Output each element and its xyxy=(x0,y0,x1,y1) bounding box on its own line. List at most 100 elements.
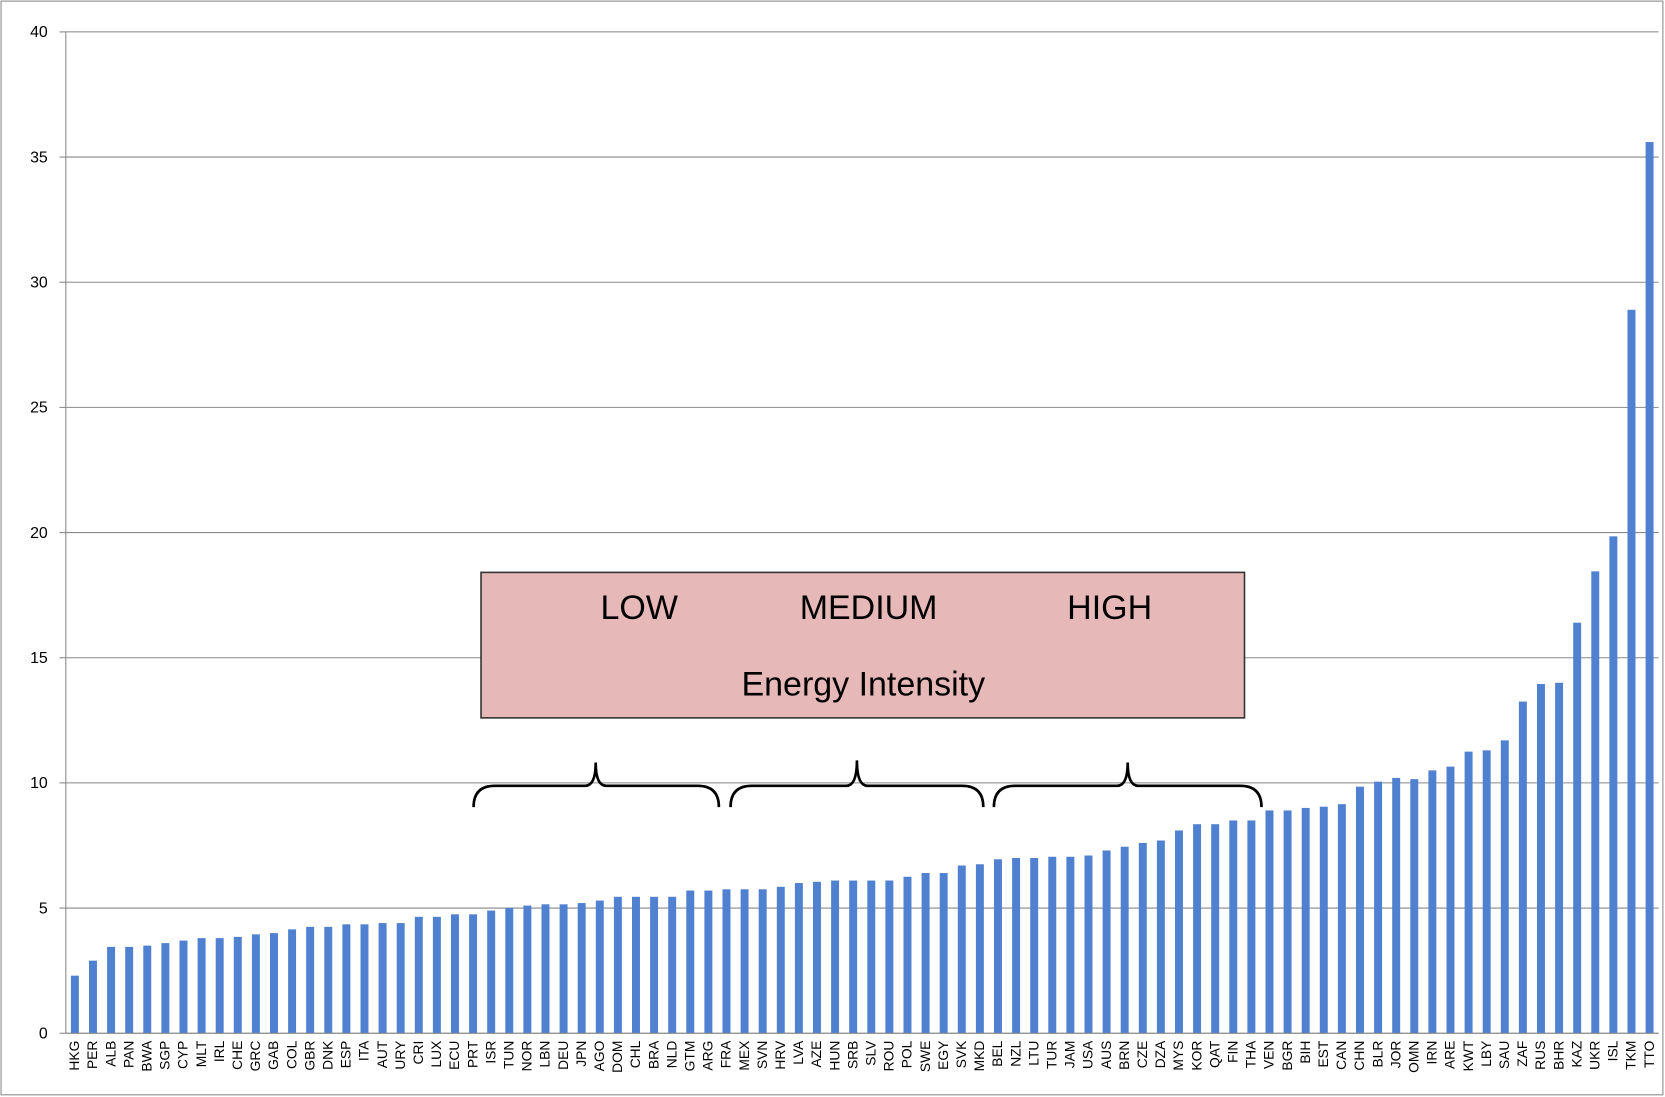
x-tick-label: BRN xyxy=(1117,1041,1132,1070)
bar xyxy=(1536,684,1545,1034)
brace xyxy=(992,762,1263,808)
x-tick-label: GAB xyxy=(266,1041,281,1070)
bar xyxy=(668,896,677,1034)
bar xyxy=(794,883,803,1034)
level-label: HIGH xyxy=(1067,589,1152,627)
x-tick-label: JPN xyxy=(574,1041,589,1067)
x-tick-label: KWT xyxy=(1461,1040,1476,1071)
x-tick-label: BRA xyxy=(646,1040,661,1069)
bar xyxy=(1138,842,1147,1034)
y-tick-label: 20 xyxy=(30,525,48,542)
x-tick-label: IRL xyxy=(212,1040,227,1062)
bar xyxy=(849,880,858,1034)
x-tick-label: CAN xyxy=(1334,1041,1349,1070)
x-tick-label: BWA xyxy=(140,1040,155,1072)
x-tick-label: ARG xyxy=(701,1041,716,1071)
x-tick-label: HKG xyxy=(67,1041,82,1071)
x-tick-label: OMN xyxy=(1407,1041,1422,1073)
x-tick-label: PRT xyxy=(465,1040,480,1068)
x-tick-label: SVN xyxy=(755,1041,770,1069)
x-tick-label: JAM xyxy=(1063,1041,1078,1069)
bar xyxy=(1518,701,1527,1034)
x-tick-label: ROU xyxy=(882,1041,897,1072)
bar xyxy=(1627,309,1636,1034)
bar xyxy=(541,904,550,1034)
x-tick-label: CHE xyxy=(230,1041,245,1070)
x-tick-label: DZA xyxy=(1153,1040,1168,1068)
bar xyxy=(451,914,459,1034)
bar xyxy=(469,914,478,1034)
bar xyxy=(1156,840,1165,1034)
x-tick-label: DOM xyxy=(610,1041,625,1073)
x-tick-label: KOR xyxy=(1189,1041,1204,1071)
x-tick-label: NLD xyxy=(664,1041,679,1069)
y-tick-label: 30 xyxy=(30,275,48,292)
bars xyxy=(70,142,1654,1034)
x-tick-label: ECU xyxy=(447,1041,462,1070)
y-tick-label: 15 xyxy=(30,650,48,667)
braces xyxy=(472,760,1263,808)
x-tick-label: LUX xyxy=(429,1041,444,1068)
y-tick-label: 0 xyxy=(39,1026,48,1043)
bar xyxy=(1066,856,1075,1034)
bar xyxy=(197,938,206,1034)
x-tick-label: SVK xyxy=(954,1040,969,1068)
bar xyxy=(1446,766,1455,1034)
bar xyxy=(1609,536,1618,1034)
bar xyxy=(686,890,695,1034)
x-tick-label: LBY xyxy=(1479,1041,1494,1067)
bar xyxy=(993,859,1002,1034)
bar xyxy=(1120,846,1129,1034)
annotation-caption: Energy Intensity xyxy=(742,666,986,704)
bar xyxy=(179,940,188,1034)
bar xyxy=(1174,830,1183,1034)
bar xyxy=(360,924,369,1034)
x-tick-label: GTM xyxy=(683,1041,698,1072)
bar xyxy=(288,929,297,1034)
bar xyxy=(650,896,659,1034)
x-tick-label: TUR xyxy=(1045,1041,1060,1069)
x-tick-label: SAU xyxy=(1497,1041,1512,1069)
x-tick-label: FRA xyxy=(719,1040,734,1068)
x-tick-label: TUN xyxy=(502,1041,517,1069)
x-tick-label: GRC xyxy=(248,1041,263,1072)
bar xyxy=(885,880,894,1034)
bar xyxy=(378,923,387,1034)
bar xyxy=(342,924,351,1034)
bar xyxy=(559,904,568,1034)
bar xyxy=(70,975,79,1034)
x-tick-label: SLV xyxy=(864,1040,879,1066)
x-tick-label: MKD xyxy=(972,1041,987,1072)
bar xyxy=(1337,804,1346,1034)
bar xyxy=(306,926,315,1034)
level-label: LOW xyxy=(601,589,678,627)
bar xyxy=(1193,824,1202,1034)
bar xyxy=(1030,858,1039,1034)
x-tick-label: UKR xyxy=(1588,1041,1603,1070)
x-tick-label: BHR xyxy=(1551,1041,1566,1070)
bar xyxy=(632,896,640,1034)
x-tick-label: ISL xyxy=(1606,1040,1621,1061)
bar xyxy=(957,865,966,1034)
x-tick-label: NZL xyxy=(1008,1040,1023,1066)
bar xyxy=(523,905,532,1034)
x-tick-label: THA xyxy=(1244,1040,1259,1068)
x-tick-label: EST xyxy=(1316,1040,1331,1067)
x-tick-label: TKM xyxy=(1624,1041,1639,1070)
x-tick-label: VEN xyxy=(1262,1041,1277,1069)
x-tick-label: CYP xyxy=(176,1041,191,1069)
x-tick-label: CHL xyxy=(628,1040,643,1068)
x-tick-label: URY xyxy=(393,1041,408,1070)
bar xyxy=(1591,571,1600,1034)
brace xyxy=(472,762,721,808)
x-tick-label: CHN xyxy=(1352,1041,1367,1071)
x-tick-label: LTU xyxy=(1026,1041,1041,1066)
bar xyxy=(595,900,604,1034)
x-tick-label: HRV xyxy=(773,1040,788,1070)
x-tick-label: RUS xyxy=(1533,1041,1548,1070)
bar xyxy=(107,946,116,1034)
x-tick-label: IRN xyxy=(1425,1041,1440,1065)
x-tick-label: GBR xyxy=(302,1041,317,1071)
